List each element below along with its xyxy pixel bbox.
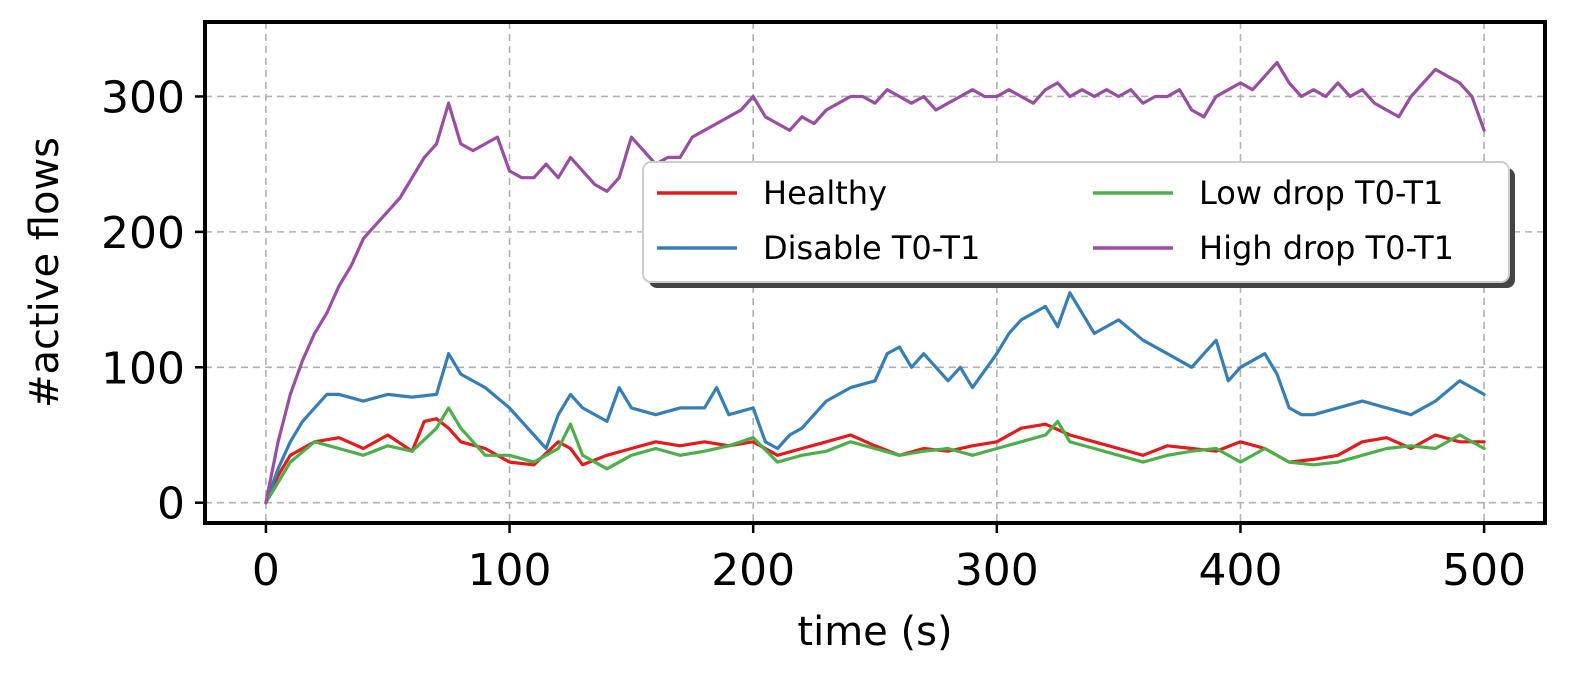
series-line-low-drop-t0-t1	[264, 406, 1486, 505]
legend-label: High drop T0-T1	[1199, 229, 1454, 267]
plot-frame	[203, 20, 1547, 525]
series-line-high-drop-t0-t1	[264, 60, 1486, 505]
x-axis-label: time (s)	[797, 609, 952, 655]
x-tick-label: 500	[1442, 545, 1526, 596]
y-tick-label: 0	[157, 479, 185, 530]
x-tick-label: 200	[711, 545, 795, 596]
x-tick-label: 400	[1198, 545, 1282, 596]
legend: Healthy Disable T0-T1 Low drop T0-T1 High d…	[642, 161, 1515, 288]
legend-label: Disable T0-T1	[763, 229, 980, 267]
legend-box	[642, 161, 1510, 283]
axis-ticks: 0 100 200 300 400 500 0 100 200 300	[101, 72, 1526, 596]
y-tick-label: 200	[101, 208, 185, 259]
y-tick-label: 300	[101, 72, 185, 123]
series-lines	[264, 60, 1486, 505]
series-line-healthy	[264, 417, 1486, 505]
x-tick-label: 100	[468, 545, 552, 596]
series-line-disable-t0-t1	[264, 291, 1486, 505]
x-tick-label: 0	[252, 545, 280, 596]
legend-label: Healthy	[763, 174, 887, 212]
legend-label: Low drop T0-T1	[1199, 174, 1443, 212]
x-tick-label: 300	[955, 545, 1039, 596]
y-axis-label: #active flows	[22, 137, 68, 408]
y-tick-label: 100	[101, 343, 185, 394]
